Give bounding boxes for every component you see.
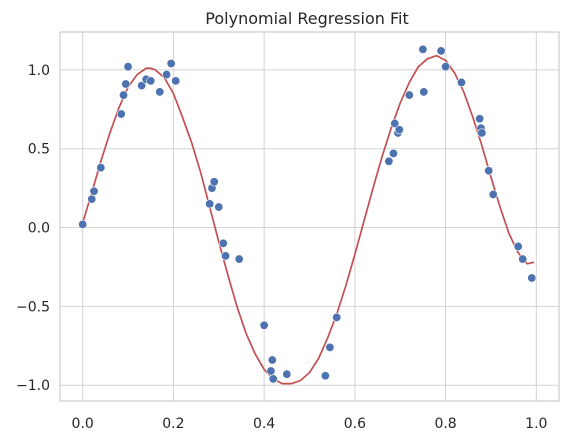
data-point xyxy=(205,199,215,209)
data-point xyxy=(513,241,523,251)
y-tick-label: 0.0 xyxy=(28,221,50,237)
data-point xyxy=(119,90,129,100)
data-point xyxy=(146,76,156,86)
data-point xyxy=(484,166,494,176)
data-point xyxy=(267,355,277,365)
data-point xyxy=(436,46,446,56)
y-tick-label: 1.0 xyxy=(28,63,50,79)
x-tick-label: 0.0 xyxy=(72,416,94,432)
data-point xyxy=(419,87,429,97)
data-point xyxy=(214,202,224,212)
x-tick-label: 1.0 xyxy=(525,416,547,432)
data-points xyxy=(78,44,537,384)
data-point xyxy=(332,312,342,322)
x-tick-label: 0.2 xyxy=(162,416,184,432)
data-point xyxy=(388,148,398,158)
data-point xyxy=(404,90,414,100)
x-tick-label: 0.8 xyxy=(434,416,456,432)
data-point xyxy=(266,366,276,376)
data-point xyxy=(488,189,498,199)
data-point xyxy=(166,59,176,69)
data-point xyxy=(268,374,278,384)
x-tick-label: 0.4 xyxy=(253,416,275,432)
data-point xyxy=(441,62,451,72)
data-point xyxy=(259,320,269,330)
chart-title: Polynomial Regression Fit xyxy=(205,9,408,28)
tick-labels: 0.0 0.2 0.4 0.6 0.8 1.0 −1.0 −0.5 0.0 0.5 1.0 xyxy=(16,63,547,432)
data-point xyxy=(475,114,485,124)
data-point xyxy=(456,77,466,87)
data-point xyxy=(234,254,244,264)
data-point xyxy=(218,238,228,248)
data-point xyxy=(518,254,528,264)
x-tick-label: 0.6 xyxy=(344,416,366,432)
data-point xyxy=(325,342,335,352)
data-point xyxy=(282,369,292,379)
data-point xyxy=(87,194,97,204)
data-point xyxy=(162,70,172,80)
data-point xyxy=(394,125,404,135)
data-point xyxy=(171,76,181,86)
data-point xyxy=(209,177,219,187)
plot-frame xyxy=(59,31,560,402)
data-point xyxy=(137,81,147,91)
data-point xyxy=(418,44,428,54)
data-point xyxy=(221,251,231,261)
data-point xyxy=(123,62,133,72)
data-point xyxy=(78,219,88,229)
data-point xyxy=(390,118,400,128)
y-tick-label: 0.5 xyxy=(28,142,50,158)
data-point xyxy=(116,109,126,119)
y-tick-label: −1.0 xyxy=(16,378,50,394)
data-point xyxy=(89,186,99,196)
data-point xyxy=(527,273,537,283)
data-point xyxy=(477,128,487,138)
y-tick-label: −0.5 xyxy=(16,299,50,315)
data-point xyxy=(121,79,131,89)
data-point xyxy=(320,371,330,381)
data-point xyxy=(384,156,394,166)
data-point xyxy=(96,163,106,173)
data-point xyxy=(155,87,165,97)
grid xyxy=(60,32,559,401)
